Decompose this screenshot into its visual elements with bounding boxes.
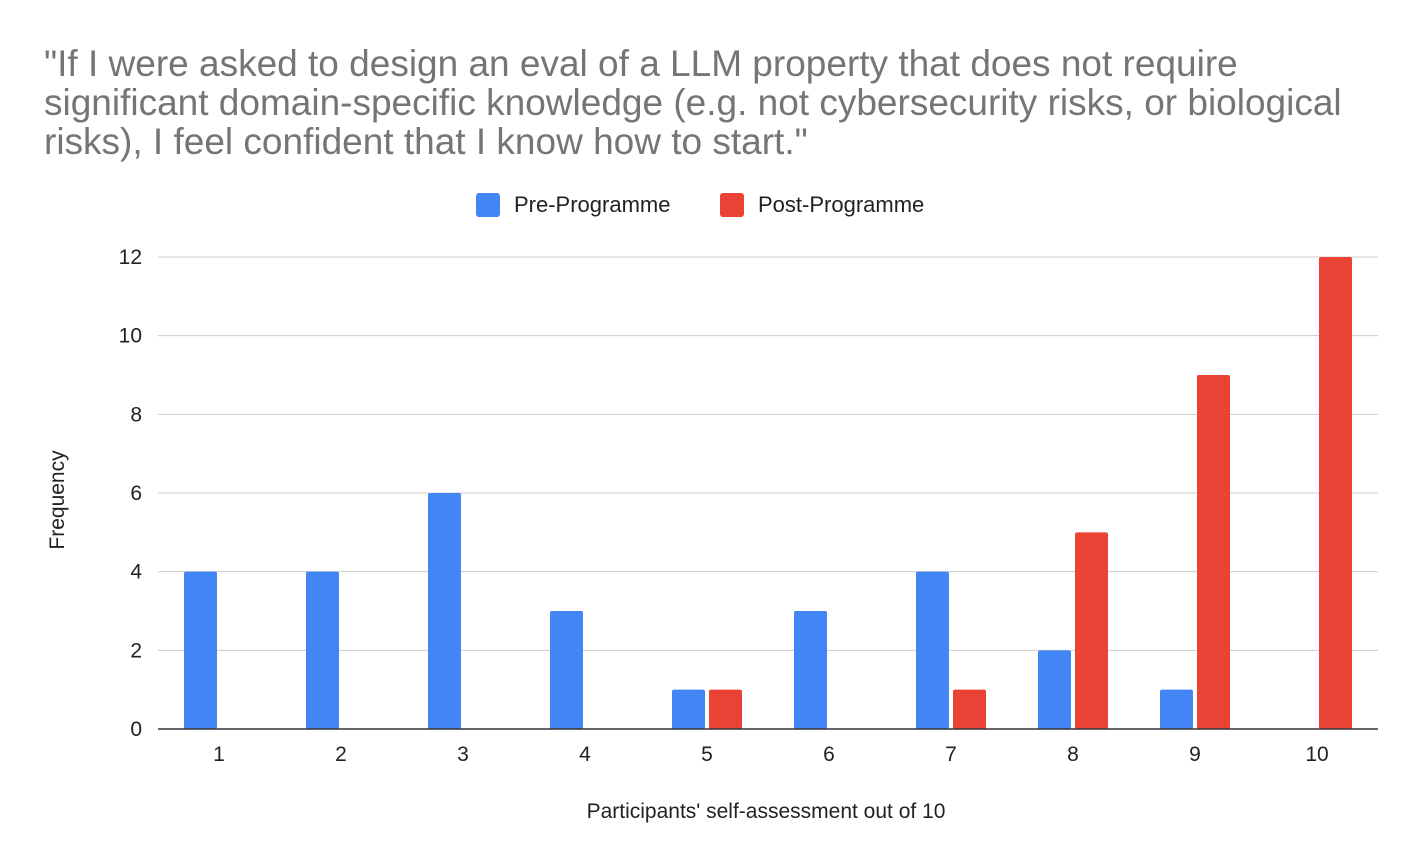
- x-tick-label: 10: [1305, 743, 1328, 766]
- legend-swatch-post-programme: [720, 193, 744, 217]
- y-tick-label: 12: [119, 246, 142, 269]
- bar-post-programme-10: [1319, 257, 1352, 729]
- x-tick-label: 2: [335, 743, 347, 766]
- bar-post-programme-5: [709, 689, 742, 729]
- y-tick-label: 6: [130, 482, 142, 505]
- bar-pre-programme-6: [794, 611, 827, 729]
- y-axis-title: Frequency: [46, 450, 69, 550]
- bar-pre-programme-3: [428, 493, 461, 729]
- x-tick-label: 7: [945, 743, 957, 766]
- legend-item-post-programme: Post-Programme: [720, 190, 924, 220]
- y-tick-label: 10: [119, 325, 142, 348]
- bar-pre-programme-8: [1038, 650, 1071, 729]
- bar-pre-programme-2: [306, 571, 339, 729]
- y-tick-label: 2: [130, 639, 142, 662]
- y-tick-label: 8: [130, 403, 142, 426]
- x-tick-label: 1: [213, 743, 225, 766]
- bar-pre-programme-5: [672, 689, 705, 729]
- grid-layer: [158, 256, 1378, 651]
- legend-label-post-programme: Post-Programme: [758, 192, 925, 217]
- x-tick-label: 3: [457, 743, 469, 766]
- x-tick-label: 4: [579, 743, 591, 766]
- legend-item-pre-programme: Pre-Programme: [476, 190, 670, 220]
- legend-swatch-pre-programme: [476, 193, 500, 217]
- x-tick-label: 5: [701, 743, 713, 766]
- bars-layer: [184, 257, 1352, 729]
- legend-label-pre-programme: Pre-Programme: [514, 192, 671, 217]
- chart-title: "If I were asked to design an eval of a …: [44, 43, 1342, 162]
- x-axis-title: Participants' self-assessment out of 10: [587, 800, 946, 823]
- x-tick-label: 8: [1067, 743, 1079, 766]
- bar-post-programme-8: [1075, 532, 1108, 729]
- y-tick-label: 4: [130, 561, 142, 584]
- bar-pre-programme-9: [1160, 689, 1193, 729]
- chart-legend: Pre-Programme Post-Programme: [0, 190, 1420, 220]
- x-tick-label: 9: [1189, 743, 1201, 766]
- y-tick-label: 0: [130, 718, 142, 741]
- bar-post-programme-7: [953, 689, 986, 729]
- bar-pre-programme-4: [550, 611, 583, 729]
- x-tick-label: 6: [823, 743, 835, 766]
- bar-post-programme-9: [1197, 375, 1230, 729]
- bar-pre-programme-1: [184, 571, 217, 729]
- bar-pre-programme-7: [916, 571, 949, 729]
